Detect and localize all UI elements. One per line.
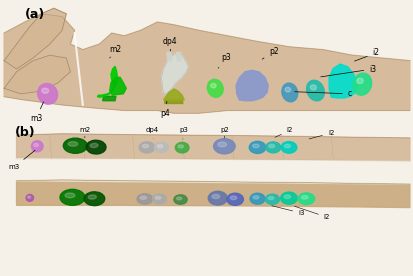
Text: i3: i3 — [320, 65, 375, 77]
Text: i2: i2 — [308, 130, 334, 139]
Text: m3: m3 — [30, 102, 43, 123]
Ellipse shape — [356, 78, 362, 84]
Ellipse shape — [157, 145, 162, 148]
Polygon shape — [235, 70, 268, 101]
Polygon shape — [17, 180, 409, 208]
Ellipse shape — [217, 142, 226, 147]
Text: m2: m2 — [79, 127, 90, 138]
Ellipse shape — [284, 144, 290, 148]
Ellipse shape — [268, 144, 274, 148]
Ellipse shape — [210, 83, 216, 88]
Ellipse shape — [249, 141, 265, 153]
Polygon shape — [17, 159, 409, 184]
Ellipse shape — [252, 144, 259, 148]
Ellipse shape — [84, 192, 104, 206]
Ellipse shape — [28, 196, 31, 198]
Ellipse shape — [211, 194, 219, 199]
Polygon shape — [166, 52, 171, 61]
Ellipse shape — [60, 189, 85, 205]
Ellipse shape — [142, 144, 148, 148]
Ellipse shape — [268, 197, 273, 200]
Text: p3: p3 — [218, 54, 231, 68]
Text: (a): (a) — [25, 8, 45, 21]
Text: i2: i2 — [294, 206, 330, 220]
Text: (b): (b) — [14, 126, 35, 139]
Text: p4: p4 — [160, 101, 170, 118]
Ellipse shape — [175, 142, 188, 153]
Polygon shape — [161, 52, 188, 94]
Ellipse shape — [152, 194, 166, 204]
Text: dp4: dp4 — [162, 38, 176, 51]
Text: dp4: dp4 — [145, 127, 159, 139]
Ellipse shape — [310, 85, 316, 90]
Polygon shape — [328, 64, 356, 98]
Ellipse shape — [38, 84, 57, 104]
Ellipse shape — [42, 88, 49, 93]
Ellipse shape — [173, 195, 187, 204]
Ellipse shape — [306, 80, 323, 101]
Ellipse shape — [86, 140, 106, 154]
Text: i2: i2 — [354, 49, 379, 61]
Polygon shape — [97, 66, 118, 97]
Polygon shape — [0, 121, 413, 160]
Text: p3: p3 — [179, 127, 188, 139]
Ellipse shape — [226, 193, 243, 205]
Polygon shape — [109, 77, 126, 95]
Ellipse shape — [63, 138, 87, 153]
Text: m3: m3 — [9, 150, 35, 170]
Ellipse shape — [297, 193, 314, 205]
Polygon shape — [4, 14, 409, 113]
Text: i2: i2 — [274, 127, 292, 137]
Ellipse shape — [31, 141, 43, 152]
Text: p2: p2 — [219, 127, 228, 138]
Ellipse shape — [176, 197, 181, 200]
Ellipse shape — [140, 196, 146, 199]
Ellipse shape — [68, 142, 78, 146]
Ellipse shape — [208, 191, 227, 205]
Ellipse shape — [265, 142, 280, 153]
Ellipse shape — [213, 139, 235, 154]
Polygon shape — [102, 96, 116, 101]
Polygon shape — [4, 55, 70, 94]
Polygon shape — [17, 134, 409, 161]
Text: m2: m2 — [109, 45, 121, 58]
Ellipse shape — [207, 79, 223, 97]
Ellipse shape — [281, 83, 297, 102]
Ellipse shape — [301, 196, 307, 199]
Ellipse shape — [178, 145, 183, 148]
Polygon shape — [176, 52, 181, 61]
Ellipse shape — [34, 143, 38, 147]
Ellipse shape — [252, 196, 259, 199]
Ellipse shape — [137, 194, 152, 204]
Ellipse shape — [154, 142, 168, 153]
Polygon shape — [164, 99, 183, 104]
Ellipse shape — [88, 195, 96, 199]
Polygon shape — [4, 8, 66, 69]
Ellipse shape — [280, 142, 296, 153]
Ellipse shape — [139, 142, 154, 153]
Text: c: c — [294, 89, 351, 98]
Ellipse shape — [352, 73, 371, 95]
Polygon shape — [163, 89, 184, 100]
Ellipse shape — [155, 196, 160, 199]
Ellipse shape — [280, 192, 297, 204]
Ellipse shape — [26, 194, 33, 201]
Ellipse shape — [65, 193, 75, 198]
Ellipse shape — [283, 195, 290, 198]
Ellipse shape — [249, 193, 264, 204]
Text: p2: p2 — [262, 47, 278, 59]
Ellipse shape — [90, 143, 98, 148]
Text: i3: i3 — [271, 206, 304, 216]
Ellipse shape — [265, 194, 279, 204]
Ellipse shape — [230, 196, 236, 200]
Ellipse shape — [285, 87, 290, 92]
